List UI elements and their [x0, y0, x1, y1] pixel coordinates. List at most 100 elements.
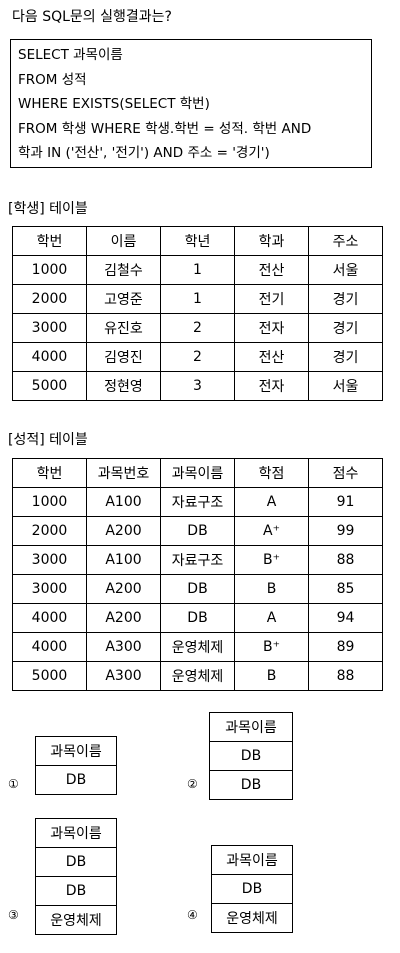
- option-column-header: 과목이름: [35, 818, 117, 848]
- column-header: 학년: [160, 226, 235, 256]
- table-cell: 85: [308, 574, 383, 604]
- table-cell: 전자: [234, 313, 309, 343]
- table-cell: B⁺: [234, 545, 309, 575]
- option-cell: 운영체제: [35, 905, 117, 935]
- table-cell: 전자: [234, 371, 309, 401]
- table-cell: A200: [86, 574, 161, 604]
- table-cell: 전기: [234, 284, 309, 314]
- table-header-row: 학번 과목번호 과목이름 학점 점수: [12, 458, 383, 488]
- table-cell: A100: [86, 487, 161, 517]
- table-cell: 자료구조: [160, 487, 235, 517]
- table-cell: 4000: [12, 632, 87, 662]
- table-cell: A200: [86, 603, 161, 633]
- option-2-marker: ②: [187, 777, 198, 791]
- grade-table: 학번 과목번호 과목이름 학점 점수 1000 A100 자료구조 A 91 2000 A200 DB A…: [12, 458, 383, 691]
- table-cell: 5000: [12, 371, 87, 401]
- table-row: 5000 A300 운영체제 B 88: [12, 661, 383, 691]
- table-cell: 2: [160, 313, 235, 343]
- table-cell: 91: [308, 487, 383, 517]
- option-cell: DB: [211, 874, 293, 904]
- table-cell: 김영진: [86, 342, 161, 372]
- table-cell: B: [234, 661, 309, 691]
- sql-line: FROM 학생 WHERE 학생.학번 = 성적. 학번 AND: [18, 120, 312, 137]
- sql-line: WHERE EXISTS(SELECT 학번): [18, 96, 210, 113]
- table-cell: 4000: [12, 342, 87, 372]
- table-cell: A⁺: [234, 516, 309, 546]
- table-row: 3000 A200 DB B 85: [12, 574, 383, 604]
- option-cell: DB: [35, 876, 117, 906]
- table-cell: 3000: [12, 574, 87, 604]
- option-header-row: 과목이름: [35, 736, 117, 766]
- table-cell: 전산: [234, 342, 309, 372]
- table-row: 2000 고영준 1 전기 경기: [12, 284, 383, 314]
- table-cell: 1: [160, 284, 235, 314]
- table-cell: 99: [308, 516, 383, 546]
- column-header: 주소: [308, 226, 383, 256]
- option-header-row: 과목이름: [211, 845, 293, 875]
- table-cell: 경기: [308, 342, 383, 372]
- option-cell: 운영체제: [211, 903, 293, 933]
- option-1-table: 과목이름 DB: [35, 736, 117, 795]
- table-cell: 1000: [12, 487, 87, 517]
- option-4-table: 과목이름 DB 운영체제: [211, 845, 293, 933]
- table-cell: 경기: [308, 284, 383, 314]
- option-2-table: 과목이름 DB DB: [209, 712, 293, 800]
- option-row: DB: [35, 847, 117, 877]
- option-3-marker: ③: [8, 908, 19, 922]
- table-cell: 유진호: [86, 313, 161, 343]
- option-column-header: 과목이름: [209, 712, 293, 742]
- table-cell: DB: [160, 516, 235, 546]
- table-row: 4000 A300 운영체제 B⁺ 89: [12, 632, 383, 662]
- table-cell: A100: [86, 545, 161, 575]
- table-cell: 김철수: [86, 255, 161, 285]
- sql-statement-box: SELECT 과목이름 FROM 성적 WHERE EXISTS(SELECT …: [10, 39, 372, 168]
- option-cell: DB: [209, 741, 293, 771]
- column-header: 점수: [308, 458, 383, 488]
- table-cell: 정현영: [86, 371, 161, 401]
- table-cell: 1: [160, 255, 235, 285]
- table-cell: A200: [86, 516, 161, 546]
- table-cell: 1000: [12, 255, 87, 285]
- table-cell: 3000: [12, 313, 87, 343]
- table-cell: B⁺: [234, 632, 309, 662]
- table-cell: 고영준: [86, 284, 161, 314]
- table-cell: DB: [160, 603, 235, 633]
- table-cell: A: [234, 603, 309, 633]
- table-cell: 3000: [12, 545, 87, 575]
- table-cell: 2000: [12, 516, 87, 546]
- table-cell: 94: [308, 603, 383, 633]
- column-header: 과목이름: [160, 458, 235, 488]
- option-row: DB: [209, 770, 293, 800]
- option-column-header: 과목이름: [211, 845, 293, 875]
- table-cell: 5000: [12, 661, 87, 691]
- table-row: 1000 김철수 1 전산 서울: [12, 255, 383, 285]
- table-cell: A300: [86, 632, 161, 662]
- table-cell: 운영체제: [160, 632, 235, 662]
- table-cell: 운영체제: [160, 661, 235, 691]
- column-header: 학과: [234, 226, 309, 256]
- option-row: 운영체제: [35, 905, 117, 935]
- option-cell: DB: [35, 765, 117, 795]
- table-cell: B: [234, 574, 309, 604]
- table-cell: 2000: [12, 284, 87, 314]
- table-cell: DB: [160, 574, 235, 604]
- table-header-row: 학번 이름 학년 학과 주소: [12, 226, 383, 256]
- table-cell: 전산: [234, 255, 309, 285]
- table-cell: A: [234, 487, 309, 517]
- sql-line: SELECT 과목이름: [18, 47, 123, 63]
- column-header: 과목번호: [86, 458, 161, 488]
- table-cell: 4000: [12, 603, 87, 633]
- option-header-row: 과목이름: [35, 818, 117, 848]
- sql-line: FROM 성적: [18, 71, 87, 88]
- table-cell: 2: [160, 342, 235, 372]
- column-header: 학번: [12, 458, 87, 488]
- table-cell: 경기: [308, 313, 383, 343]
- table-cell: 자료구조: [160, 545, 235, 575]
- option-4-marker: ④: [187, 908, 198, 922]
- table-row: 5000 정현영 3 전자 서울: [12, 371, 383, 401]
- option-1-marker: ①: [8, 777, 19, 791]
- option-header-row: 과목이름: [209, 712, 293, 742]
- option-column-header: 과목이름: [35, 736, 117, 766]
- option-cell: DB: [209, 770, 293, 800]
- table-row: 2000 A200 DB A⁺ 99: [12, 516, 383, 546]
